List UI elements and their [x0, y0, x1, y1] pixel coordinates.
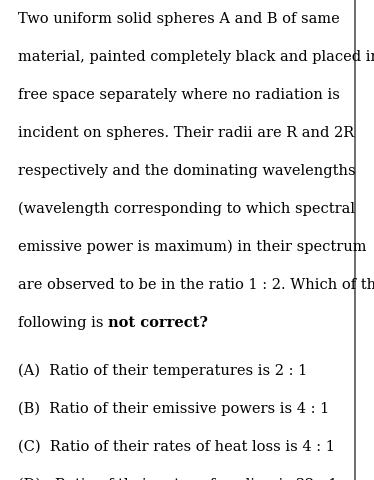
- Text: (A)  Ratio of their temperatures is 2 : 1: (A) Ratio of their temperatures is 2 : 1: [18, 364, 307, 378]
- Text: (wavelength corresponding to which spectral: (wavelength corresponding to which spect…: [18, 202, 355, 216]
- Text: (C)  Ratio of their rates of heat loss is 4 : 1: (C) Ratio of their rates of heat loss is…: [18, 440, 335, 454]
- Text: (D)   Ratio of their rates of cooling is 32 : 1: (D) Ratio of their rates of cooling is 3…: [18, 478, 337, 480]
- Text: emissive power is maximum) in their spectrum: emissive power is maximum) in their spec…: [18, 240, 367, 254]
- Text: respectively and the dominating wavelengths: respectively and the dominating waveleng…: [18, 164, 356, 178]
- Text: not correct?: not correct?: [108, 316, 208, 330]
- Text: following is: following is: [18, 316, 108, 330]
- Text: material, painted completely black and placed in: material, painted completely black and p…: [18, 50, 374, 64]
- Text: free space separately where no radiation is: free space separately where no radiation…: [18, 88, 340, 102]
- Text: Two uniform solid spheres A and B of same: Two uniform solid spheres A and B of sam…: [18, 12, 340, 26]
- Text: incident on spheres. Their radii are R and 2R: incident on spheres. Their radii are R a…: [18, 126, 354, 140]
- Text: are observed to be in the ratio 1 : 2. Which of the: are observed to be in the ratio 1 : 2. W…: [18, 278, 374, 292]
- Text: (B)  Ratio of their emissive powers is 4 : 1: (B) Ratio of their emissive powers is 4 …: [18, 402, 329, 416]
